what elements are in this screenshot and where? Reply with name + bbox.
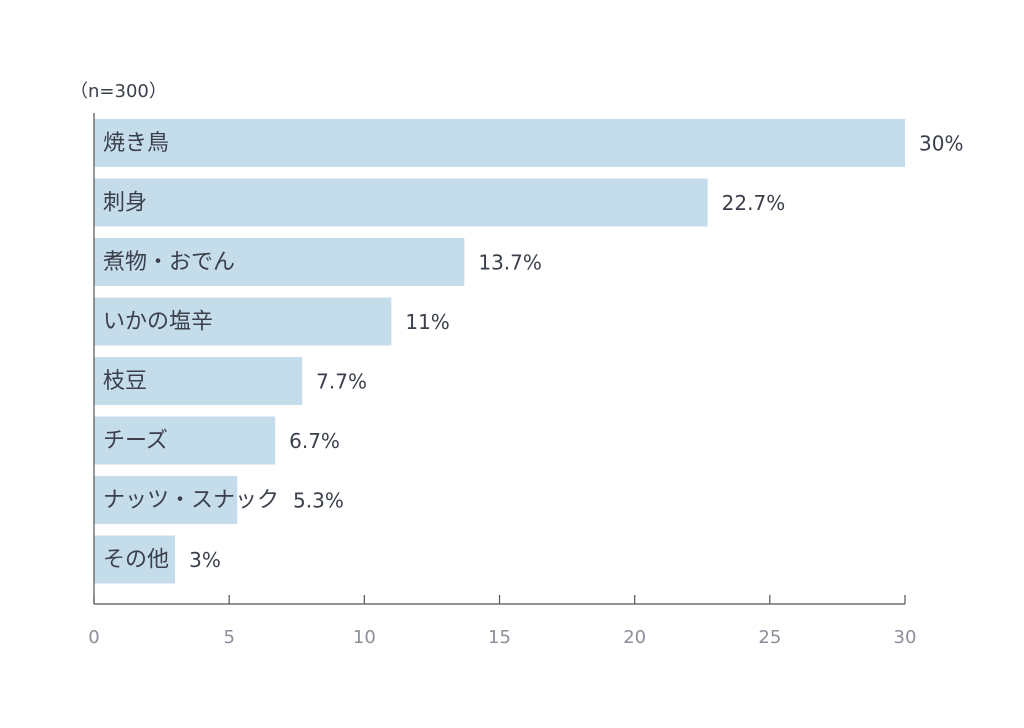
category-label: 焼き鳥 xyxy=(103,131,169,156)
value-label: 3% xyxy=(189,548,221,572)
x-tick-label: 20 xyxy=(623,627,646,648)
sample-size-note: （n=300） xyxy=(70,81,167,102)
bar xyxy=(94,535,176,584)
x-tick-label: 15 xyxy=(488,627,511,648)
category-label: 刺身 xyxy=(103,191,147,216)
bar xyxy=(94,357,303,405)
value-label: 6.7% xyxy=(289,429,340,453)
value-label: 30% xyxy=(919,132,963,156)
bar xyxy=(94,416,276,465)
value-label: 22.7% xyxy=(722,191,786,215)
bar xyxy=(94,119,905,167)
value-label: 13.7% xyxy=(478,251,542,275)
value-label: 7.7% xyxy=(316,370,367,394)
bar xyxy=(94,476,238,524)
x-tick-label: 5 xyxy=(223,627,234,648)
x-tick-label: 30 xyxy=(894,627,917,648)
value-label: 5.3% xyxy=(293,489,344,513)
bar xyxy=(94,238,465,286)
category-label: 煮物・おでん xyxy=(103,250,235,275)
bar xyxy=(94,297,392,346)
category-label: チーズ xyxy=(103,429,168,454)
x-tick-label: 25 xyxy=(758,627,781,648)
category-label: いかの塩辛 xyxy=(103,310,213,335)
x-tick-label: 10 xyxy=(353,627,376,648)
category-label: 枝豆 xyxy=(103,369,147,394)
x-tick-label: 0 xyxy=(88,627,99,648)
value-label: 11% xyxy=(405,310,449,334)
category-label: ナッツ・スナック xyxy=(103,488,279,513)
bar xyxy=(94,178,708,227)
category-label: その他 xyxy=(103,548,169,573)
